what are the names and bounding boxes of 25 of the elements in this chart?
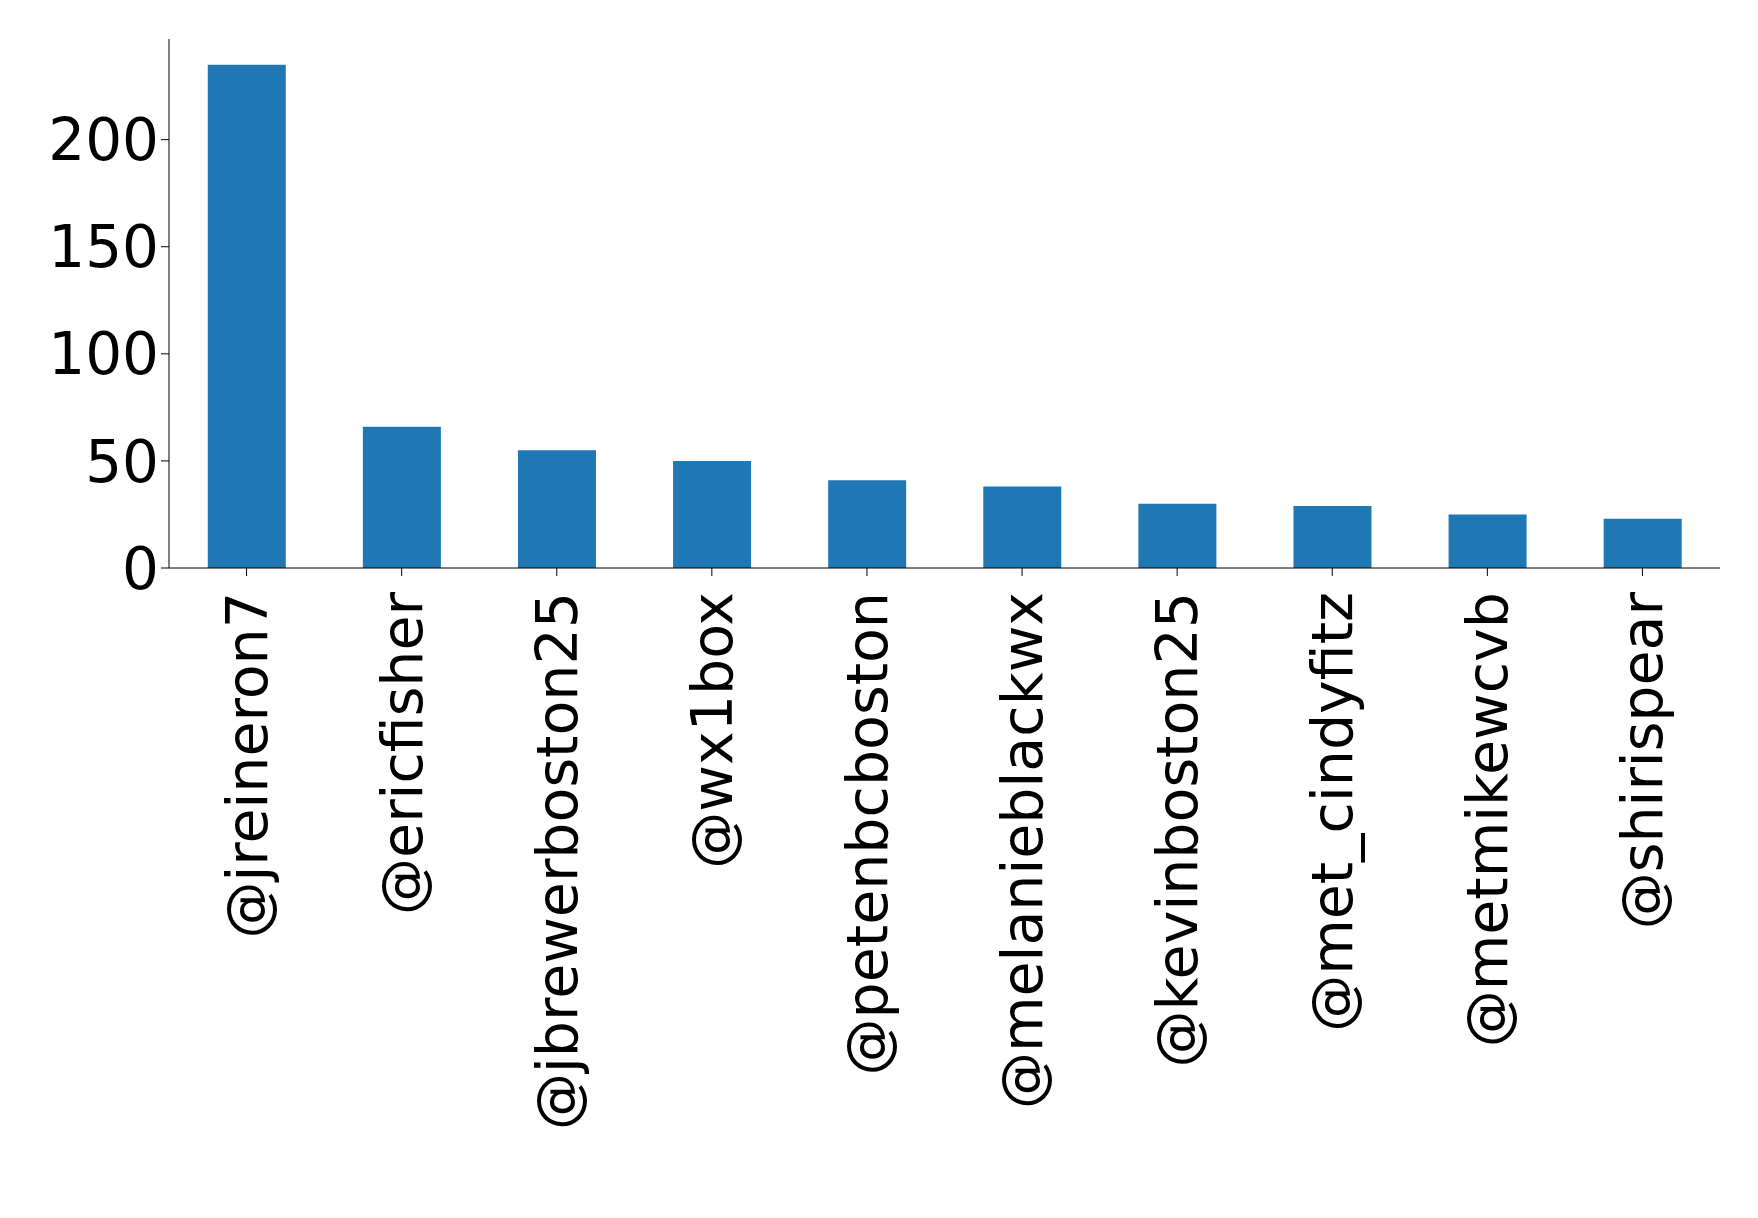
y-tick-label: 100: [48, 320, 159, 389]
bar: [1138, 503, 1217, 568]
bar: [983, 486, 1062, 568]
x-tick-label: @jreineron7: [213, 592, 280, 939]
x-tick-label: @petenbcboston: [833, 592, 900, 1076]
bar: [1448, 514, 1527, 568]
bar: [828, 480, 907, 568]
y-tick-label: 50: [85, 427, 159, 496]
x-tick-label: @kevinboston25: [1144, 592, 1211, 1068]
x-tick-label: @ericfisher: [368, 591, 435, 915]
y-tick-label: 200: [48, 106, 159, 175]
x-tick-label: @met_cindyfitz: [1299, 592, 1366, 1032]
bar: [1603, 518, 1682, 568]
y-tick-label: 150: [48, 213, 159, 282]
x-tick-label: @melanieblackwx: [989, 592, 1056, 1110]
bar: [1293, 505, 1372, 568]
bar: [207, 64, 286, 568]
x-tick-label: @shirispear: [1609, 591, 1676, 930]
bar: [517, 450, 596, 568]
bar: [673, 460, 752, 568]
x-tick-label: @wx1box: [678, 592, 745, 869]
y-tick-label: 0: [122, 534, 159, 603]
x-tick-label: @jbrewerboston25: [523, 592, 590, 1131]
bar: [362, 426, 441, 568]
x-tick-label: @metmikewcvb: [1454, 592, 1521, 1048]
